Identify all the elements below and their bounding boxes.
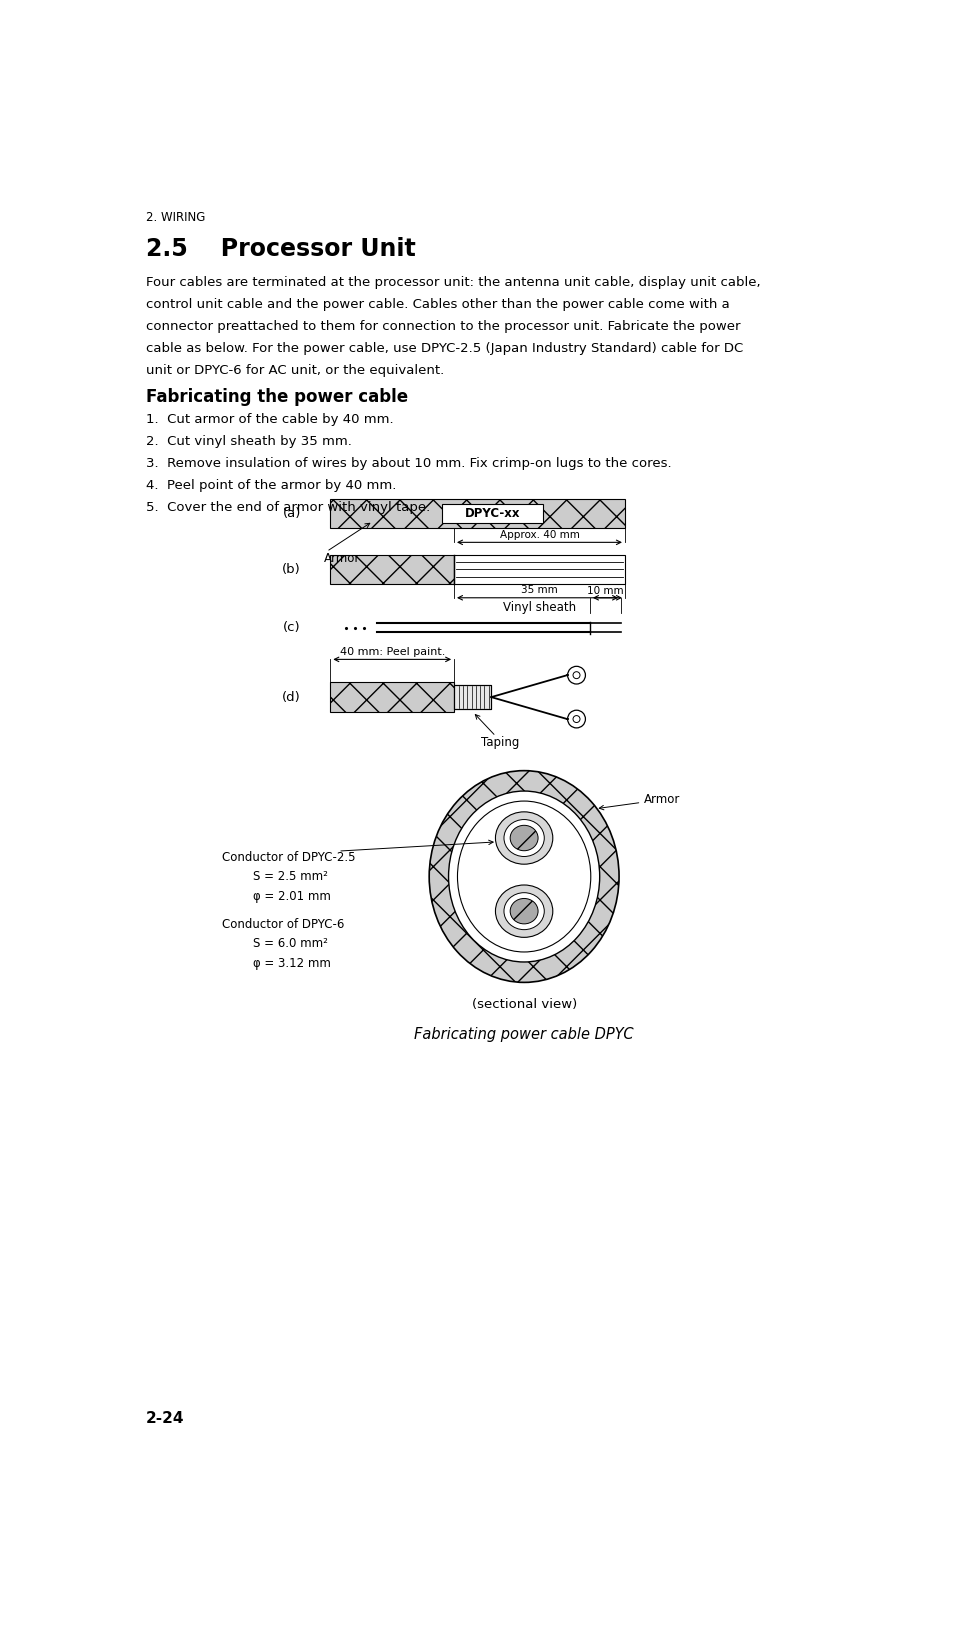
Text: Fabricating power cable DPYC: Fabricating power cable DPYC — [415, 1027, 634, 1041]
Text: φ = 3.12 mm: φ = 3.12 mm — [253, 956, 330, 969]
Ellipse shape — [510, 899, 538, 924]
Text: (sectional view): (sectional view) — [472, 999, 577, 1012]
Text: Conductor of DPYC-2.5: Conductor of DPYC-2.5 — [222, 852, 356, 863]
Text: 2. WIRING: 2. WIRING — [146, 211, 205, 224]
Text: 1.  Cut armor of the cable by 40 mm.: 1. Cut armor of the cable by 40 mm. — [146, 413, 393, 426]
Text: 4.  Peel point of the armor by 40 mm.: 4. Peel point of the armor by 40 mm. — [146, 478, 396, 491]
Text: 40 mm: Peel paint.: 40 mm: Peel paint. — [339, 646, 445, 658]
Text: control unit cable and the power cable. Cables other than the power cable come w: control unit cable and the power cable. … — [146, 299, 730, 310]
Bar — [330, 555, 454, 584]
Text: unit or DPYC-6 for AC unit, or the equivalent.: unit or DPYC-6 for AC unit, or the equiv… — [146, 364, 444, 377]
Text: (a): (a) — [283, 508, 301, 521]
Text: (d): (d) — [282, 690, 301, 703]
Text: 2-24: 2-24 — [146, 1410, 184, 1425]
Bar — [454, 685, 491, 710]
Text: 35 mm: 35 mm — [521, 586, 558, 596]
Text: Conductor of DPYC-6: Conductor of DPYC-6 — [222, 919, 344, 932]
Text: DPYC-xx: DPYC-xx — [464, 506, 520, 519]
Bar — [330, 682, 454, 712]
Text: 5.  Cover the end of armor with vinyl tape.: 5. Cover the end of armor with vinyl tap… — [146, 501, 430, 514]
Bar — [330, 499, 625, 529]
Circle shape — [573, 715, 580, 723]
Ellipse shape — [510, 826, 538, 850]
Text: S = 2.5 mm²: S = 2.5 mm² — [253, 870, 328, 883]
Text: Taping: Taping — [481, 736, 519, 749]
Circle shape — [568, 710, 585, 728]
Text: cable as below. For the power cable, use DPYC-2.5 (Japan Industry Standard) cabl: cable as below. For the power cable, use… — [146, 341, 743, 354]
Text: S = 6.0 mm²: S = 6.0 mm² — [253, 937, 328, 950]
Circle shape — [573, 672, 580, 679]
Ellipse shape — [457, 801, 591, 951]
Text: Approx. 40 mm: Approx. 40 mm — [500, 530, 579, 540]
Text: φ = 2.01 mm: φ = 2.01 mm — [253, 889, 330, 902]
Text: Four cables are terminated at the processor unit: the antenna unit cable, displa: Four cables are terminated at the proces… — [146, 276, 761, 289]
Text: Armor: Armor — [599, 793, 680, 809]
Bar — [454, 685, 491, 710]
Bar — [442, 504, 543, 524]
Ellipse shape — [429, 770, 619, 982]
Ellipse shape — [504, 893, 545, 930]
Bar — [454, 555, 625, 584]
Text: Vinyl sheath: Vinyl sheath — [503, 601, 576, 614]
Text: 3.  Remove insulation of wires by about 10 mm. Fix crimp-on lugs to the cores.: 3. Remove insulation of wires by about 1… — [146, 457, 672, 470]
Text: (b): (b) — [282, 563, 301, 576]
Text: (c): (c) — [283, 622, 301, 635]
Text: Armor: Armor — [325, 552, 360, 565]
Text: Fabricating the power cable: Fabricating the power cable — [146, 388, 408, 406]
Ellipse shape — [495, 811, 552, 865]
Ellipse shape — [504, 819, 545, 857]
Text: 2.5    Processor Unit: 2.5 Processor Unit — [146, 237, 416, 261]
Ellipse shape — [495, 885, 552, 937]
Text: 2.  Cut vinyl sheath by 35 mm.: 2. Cut vinyl sheath by 35 mm. — [146, 434, 352, 447]
Circle shape — [568, 666, 585, 684]
Text: connector preattached to them for connection to the processor unit. Fabricate th: connector preattached to them for connec… — [146, 320, 740, 333]
Ellipse shape — [449, 792, 600, 961]
Text: 10 mm: 10 mm — [587, 586, 624, 596]
